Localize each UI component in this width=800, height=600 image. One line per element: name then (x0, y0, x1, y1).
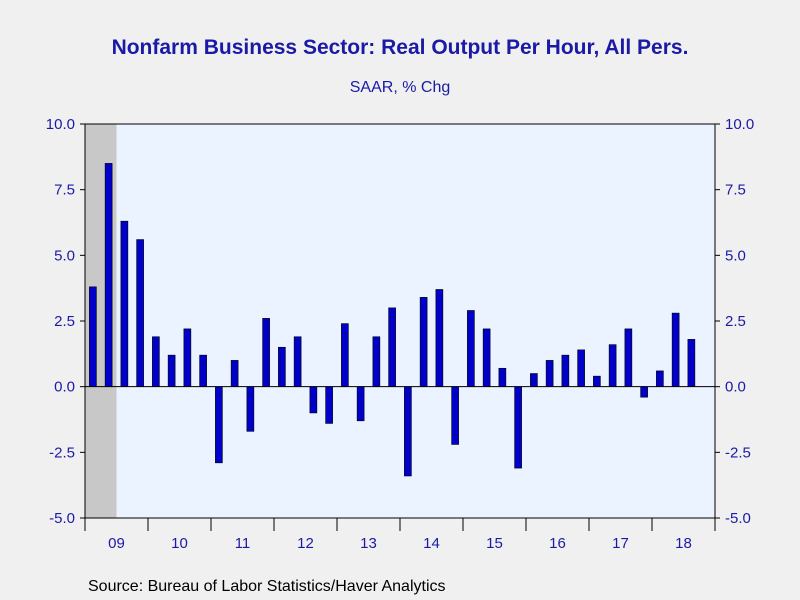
bar-2015-q1 (467, 310, 475, 387)
bar-2009-q4 (136, 239, 144, 387)
y-tick-label-right: 10.0 (725, 116, 754, 133)
y-tick-label-left: 5.0 (54, 247, 75, 264)
x-tick-label: 10 (171, 535, 188, 552)
bar-2018-q2 (671, 312, 680, 387)
x-tick-label: 16 (549, 535, 566, 552)
bar-2014-q4 (451, 386, 459, 445)
bar-2015-q2 (482, 328, 491, 387)
bar-2010-q3 (183, 328, 192, 387)
y-tick-label-right: -2.5 (725, 444, 751, 461)
bar-2017-q4 (640, 386, 648, 398)
bar-2013-q2 (356, 386, 365, 422)
bar-2011-q3 (246, 386, 255, 432)
bar-2011-q1 (215, 386, 223, 464)
y-tick-label-left: 0.0 (54, 379, 75, 396)
chart-subtitle: SAAR, % Chg (349, 79, 451, 96)
y-tick-label-left: 10.0 (46, 116, 75, 133)
bar-2014-q3 (435, 289, 444, 387)
x-tick-label: 14 (423, 535, 440, 552)
bar-2018-q1 (656, 370, 664, 387)
x-tick-label: 09 (108, 535, 125, 552)
bar-2009-q2 (104, 163, 113, 387)
bar-2010-q2 (167, 354, 176, 387)
y-tick-label-left: 2.5 (54, 313, 75, 330)
bar-2009-q3 (120, 220, 129, 387)
x-tick-label: 15 (486, 535, 503, 552)
y-tick-label-right: 0.0 (725, 379, 746, 396)
bar-2016-q2 (545, 360, 554, 387)
x-tick-label: 13 (360, 535, 377, 552)
chart-title: Nonfarm Business Sector: Real Output Per… (111, 36, 689, 59)
bar-2014-q1 (404, 386, 412, 477)
x-tick-label: 11 (235, 535, 251, 552)
bar-2011-q2 (230, 360, 239, 387)
bar-2017-q3 (624, 328, 633, 387)
y-tick-label-right: 5.0 (725, 247, 746, 264)
bar-2012-q4 (325, 386, 333, 424)
x-tick-label: 17 (612, 535, 629, 552)
y-tick-label-left: -5.0 (49, 510, 75, 527)
bar-2014-q2 (419, 297, 428, 387)
bar-2009-q1 (89, 286, 97, 387)
y-tick-label-right: 2.5 (725, 313, 746, 330)
bar-2010-q1 (152, 336, 160, 387)
bar-2016-q3 (561, 354, 570, 387)
bar-2018-q3 (687, 339, 696, 387)
plot-area (85, 124, 715, 518)
bar-2015-q4 (514, 386, 522, 469)
source-note: Source: Bureau of Labor Statistics/Haver… (88, 578, 446, 595)
y-tick-label-right: -5.0 (725, 510, 751, 527)
bar-2016-q1 (530, 373, 538, 387)
x-tick-label: 18 (675, 535, 692, 552)
bar-2013-q1 (341, 323, 349, 387)
bar-2012-q3 (309, 386, 318, 414)
bar-2015-q3 (498, 367, 507, 387)
bar-2012-q1 (278, 346, 286, 387)
bar-2013-q3 (372, 336, 381, 387)
bar-2010-q4 (199, 354, 207, 387)
y-tick-label-right: 7.5 (725, 182, 746, 199)
bar-2012-q2 (293, 336, 302, 387)
bar-2011-q4 (262, 318, 270, 387)
bar-2017-q2 (608, 344, 617, 387)
bar-2017-q1 (593, 375, 601, 387)
bar-2013-q4 (388, 307, 396, 387)
bar-2016-q4 (577, 349, 585, 387)
y-tick-label-left: 7.5 (54, 182, 75, 199)
y-tick-label-left: -2.5 (49, 444, 75, 461)
x-tick-label: 12 (297, 535, 314, 552)
